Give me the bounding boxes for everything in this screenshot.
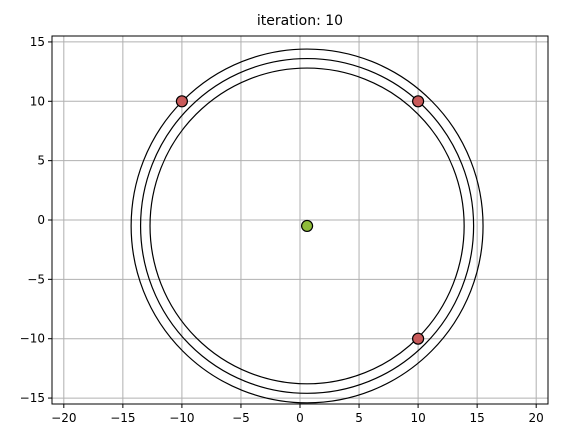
x-tick-label: −10 (169, 411, 194, 425)
circles (130, 48, 484, 404)
y-tick-label: 15 (30, 35, 45, 49)
y-tick-label: −15 (20, 391, 45, 405)
y-tick-label: −5 (27, 272, 45, 286)
x-tick-label: 10 (410, 411, 425, 425)
x-tick-label: 15 (470, 411, 485, 425)
scatter-point (300, 219, 314, 233)
scatter-point (175, 95, 189, 108)
circle-ring (149, 67, 465, 385)
x-tick-label: 0 (296, 411, 304, 425)
circle-ring (139, 57, 475, 394)
y-tick-label: 0 (37, 213, 45, 227)
scatter-point (411, 332, 425, 345)
x-tick-label: 20 (529, 411, 544, 425)
x-tick-label: −5 (232, 411, 250, 425)
x-tick-label: −15 (110, 411, 135, 425)
ticks: −20 −15 −10 −5 0 5 10 15 20 −15 −10 −5 0 5 10 15 (20, 35, 544, 425)
circle-ring (130, 48, 484, 404)
scatter-point (411, 95, 425, 108)
grid (52, 36, 548, 404)
x-tick-label: −20 (51, 411, 76, 425)
points (175, 95, 425, 345)
y-tick-label: 5 (37, 154, 45, 168)
x-tick-label: 5 (355, 411, 363, 425)
y-tick-label: −10 (20, 332, 45, 346)
y-tick-label: 10 (30, 94, 45, 108)
chart-title: iteration: 10 (257, 13, 343, 29)
